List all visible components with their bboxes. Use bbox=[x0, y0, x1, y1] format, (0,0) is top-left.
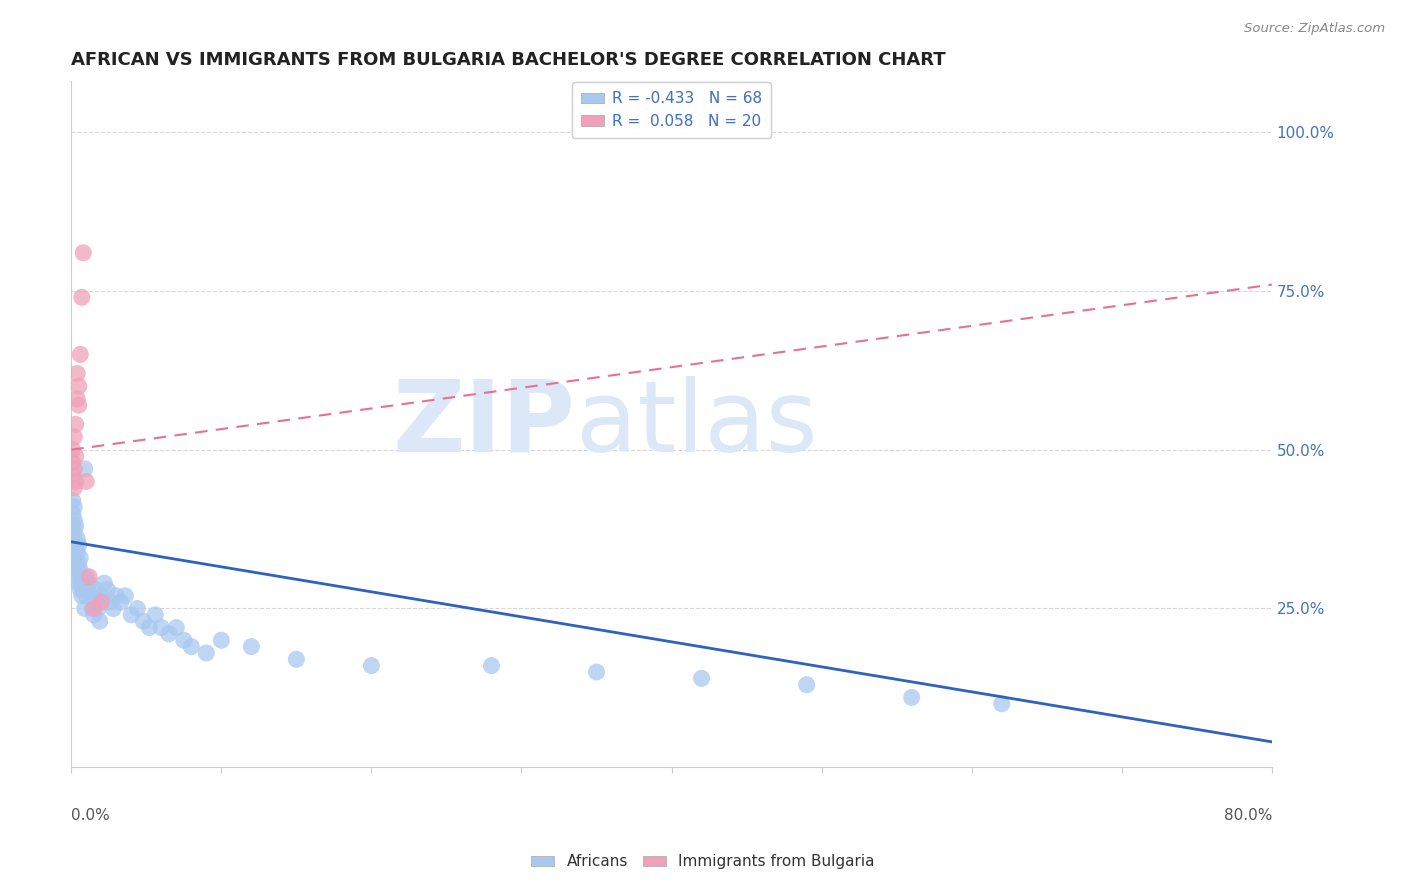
Point bbox=[83, 607, 105, 622]
Point bbox=[900, 690, 922, 705]
Point bbox=[72, 245, 94, 260]
Point bbox=[62, 506, 84, 520]
Point bbox=[796, 678, 818, 692]
Point bbox=[63, 500, 86, 514]
Point bbox=[240, 640, 263, 654]
Point bbox=[66, 563, 89, 577]
Point bbox=[66, 392, 89, 406]
Point bbox=[62, 538, 84, 552]
Point bbox=[72, 582, 94, 597]
Point bbox=[66, 532, 89, 546]
Point bbox=[86, 595, 108, 609]
Point bbox=[77, 570, 100, 584]
Legend: R = -0.433   N = 68, R =  0.058   N = 20: R = -0.433 N = 68, R = 0.058 N = 20 bbox=[572, 82, 770, 138]
Point bbox=[165, 621, 187, 635]
Point bbox=[69, 550, 91, 565]
Point bbox=[105, 589, 128, 603]
Point bbox=[75, 475, 97, 489]
Point bbox=[62, 519, 84, 533]
Point bbox=[127, 601, 149, 615]
Point bbox=[63, 462, 86, 476]
Legend: Africans, Immigrants from Bulgaria: Africans, Immigrants from Bulgaria bbox=[526, 848, 880, 875]
Point bbox=[157, 627, 180, 641]
Point bbox=[62, 442, 84, 457]
Point bbox=[62, 455, 84, 469]
Point bbox=[65, 557, 87, 571]
Point bbox=[110, 595, 132, 609]
Point bbox=[73, 601, 96, 615]
Point bbox=[65, 417, 87, 432]
Point bbox=[70, 576, 93, 591]
Point bbox=[87, 601, 110, 615]
Point bbox=[70, 589, 93, 603]
Point bbox=[585, 665, 607, 679]
Point bbox=[83, 601, 105, 615]
Point bbox=[120, 607, 142, 622]
Point bbox=[143, 607, 166, 622]
Point bbox=[90, 589, 112, 603]
Point bbox=[209, 633, 232, 648]
Point bbox=[65, 570, 87, 584]
Point bbox=[62, 532, 84, 546]
Text: AFRICAN VS IMMIGRANTS FROM BULGARIA BACHELOR'S DEGREE CORRELATION CHART: AFRICAN VS IMMIGRANTS FROM BULGARIA BACH… bbox=[72, 51, 946, 69]
Point bbox=[65, 538, 87, 552]
Point bbox=[93, 576, 115, 591]
Point bbox=[66, 544, 89, 558]
Point bbox=[690, 671, 713, 685]
Point bbox=[360, 658, 382, 673]
Point bbox=[98, 595, 121, 609]
Point bbox=[63, 430, 86, 444]
Point bbox=[67, 398, 90, 412]
Point bbox=[90, 595, 112, 609]
Point bbox=[63, 550, 86, 565]
Point bbox=[82, 601, 104, 615]
Point bbox=[138, 621, 160, 635]
Point bbox=[69, 563, 91, 577]
Point bbox=[65, 449, 87, 463]
Point bbox=[132, 614, 155, 628]
Point bbox=[73, 462, 96, 476]
Point bbox=[990, 697, 1012, 711]
Point bbox=[180, 640, 202, 654]
Point bbox=[62, 468, 84, 483]
Point bbox=[150, 621, 173, 635]
Point bbox=[96, 582, 118, 597]
Point bbox=[63, 525, 86, 540]
Point bbox=[195, 646, 218, 660]
Point bbox=[76, 582, 98, 597]
Point bbox=[67, 379, 90, 393]
Text: 0.0%: 0.0% bbox=[72, 808, 110, 823]
Point bbox=[67, 576, 90, 591]
Text: atlas: atlas bbox=[575, 376, 817, 473]
Text: 80.0%: 80.0% bbox=[1223, 808, 1272, 823]
Point bbox=[65, 475, 87, 489]
Point bbox=[66, 367, 89, 381]
Point bbox=[67, 538, 90, 552]
Point bbox=[65, 519, 87, 533]
Point bbox=[70, 290, 93, 304]
Point bbox=[84, 582, 107, 597]
Point bbox=[77, 576, 100, 591]
Point bbox=[69, 582, 91, 597]
Point bbox=[72, 570, 94, 584]
Point bbox=[69, 347, 91, 361]
Text: Source: ZipAtlas.com: Source: ZipAtlas.com bbox=[1244, 22, 1385, 36]
Point bbox=[80, 589, 103, 603]
Point bbox=[67, 557, 90, 571]
Point bbox=[173, 633, 195, 648]
Point bbox=[63, 481, 86, 495]
Point bbox=[75, 570, 97, 584]
Text: ZIP: ZIP bbox=[392, 376, 575, 473]
Point bbox=[63, 512, 86, 526]
Point bbox=[62, 493, 84, 508]
Point bbox=[89, 614, 111, 628]
Point bbox=[285, 652, 308, 666]
Point bbox=[114, 589, 136, 603]
Point bbox=[481, 658, 503, 673]
Point bbox=[75, 589, 97, 603]
Point bbox=[103, 601, 125, 615]
